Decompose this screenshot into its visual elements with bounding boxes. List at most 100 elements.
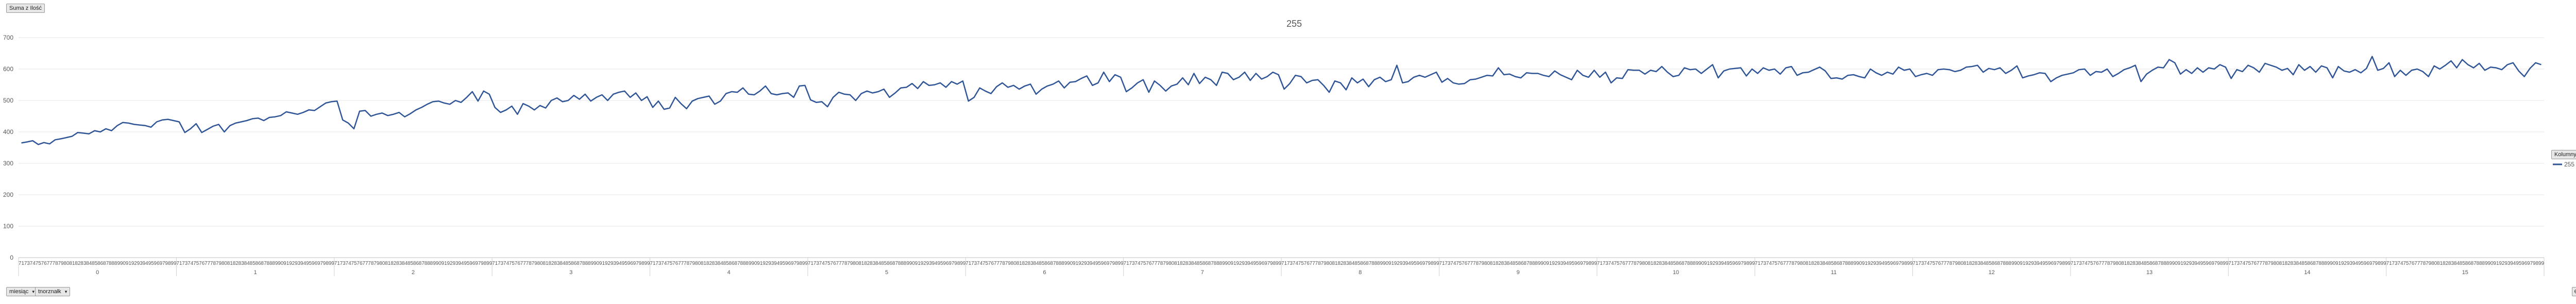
- x-tick-label: 98: [2533, 261, 2539, 266]
- x-tick-label: 83: [1028, 261, 1034, 266]
- x-tick-label: 89: [272, 261, 278, 266]
- x-tick-label: 78: [1631, 261, 1637, 266]
- x-tick-label: 74: [2240, 261, 2246, 266]
- x-group-label: 13: [2146, 269, 2153, 276]
- x-tick-label: 87: [1523, 261, 1530, 266]
- x-tick-label: 95: [2200, 261, 2206, 266]
- x-tick-label: 85: [1513, 261, 1519, 266]
- x-tick-label: 83: [2448, 261, 2454, 266]
- x-tick-label: 88: [1214, 261, 1220, 266]
- x-tick-label: 75: [1772, 261, 1778, 266]
- x-tick-label: 90: [1540, 261, 1547, 266]
- chevron-down-icon: ▾: [32, 289, 35, 294]
- x-tick-label: 76: [2251, 261, 2257, 266]
- x-tick-label: 78: [2420, 261, 2426, 266]
- x-tick-label: 77: [994, 261, 1000, 266]
- x-tick-label: 93: [2189, 261, 2195, 266]
- x-tick-label: 86: [2307, 261, 2313, 266]
- x-tick-label: 83: [1185, 261, 1192, 266]
- x-tick-label: 79: [374, 261, 380, 266]
- x-tick-label: 83: [712, 261, 718, 266]
- x-tick-label: 97: [475, 261, 481, 266]
- x-tick-label: 94: [300, 261, 307, 266]
- x-tick-label: 80: [1800, 261, 1806, 266]
- legend-filter-button[interactable]: Kolumny ▾: [2551, 150, 2576, 159]
- x-tick-label: 80: [379, 261, 385, 266]
- x-tick-label: 91: [442, 261, 448, 266]
- x-tick-label: 94: [932, 261, 938, 266]
- x-tick-label: 73: [1445, 261, 1451, 266]
- x-tick-label: 86: [1044, 261, 1050, 266]
- zoom-button[interactable]: ⊕: [2572, 287, 2576, 296]
- x-tick-label: 82: [706, 261, 713, 266]
- x-tick-label: 75: [982, 261, 989, 266]
- x-tick-label: 99: [2538, 261, 2545, 266]
- x-tick-label: 87: [261, 261, 267, 266]
- x-tick-label: 99: [1276, 261, 1282, 266]
- x-tick-label: 73: [182, 261, 188, 266]
- x-tick-label: 77: [1151, 261, 1158, 266]
- x-tick-label: 84: [1191, 261, 1197, 266]
- x-tick-label: 96: [1732, 261, 1738, 266]
- x-tick-label: 76: [515, 261, 521, 266]
- x-tick-label: 75: [351, 261, 357, 266]
- x-tick-label: 90: [594, 261, 600, 266]
- x-tick-label: 95: [1726, 261, 1733, 266]
- x-tick-label: 79: [2426, 261, 2432, 266]
- x-tick-label: 97: [159, 261, 165, 266]
- x-tick-label: 89: [2008, 261, 2014, 266]
- x-tick-label: 97: [791, 261, 797, 266]
- x-tick-label: 74: [2082, 261, 2088, 266]
- x-tick-label: 77: [1625, 261, 1631, 266]
- x-tick-label: 81: [1332, 261, 1338, 266]
- x-tick-label: 85: [881, 261, 887, 266]
- x-tick-label: 94: [1090, 261, 1096, 266]
- y-tick-label: 700: [3, 34, 13, 41]
- x-tick-label: 80: [222, 261, 228, 266]
- x-tick-label: 74: [1134, 261, 1141, 266]
- x-tick-label: 82: [1337, 261, 1344, 266]
- row-field-button-day[interactable]: tnorznałk ▾: [35, 287, 71, 296]
- x-tick-label: 76: [831, 261, 837, 266]
- x-tick-label: 78: [999, 261, 1006, 266]
- x-tick-label: 82: [1180, 261, 1186, 266]
- x-tick-label: 77: [1941, 261, 1947, 266]
- x-tick-label: 78: [1789, 261, 1795, 266]
- x-tick-label: 92: [1552, 261, 1558, 266]
- x-tick-label: 81: [1648, 261, 1654, 266]
- x-tick-label: 88: [582, 261, 588, 266]
- legend[interactable]: 255: [2553, 161, 2574, 168]
- x-tick-label: 97: [1107, 261, 1113, 266]
- x-tick-label: 89: [1219, 261, 1226, 266]
- x-tick-label: 75: [2403, 261, 2409, 266]
- x-tick-label: 89: [114, 261, 121, 266]
- x-tick-label: 85: [1039, 261, 1045, 266]
- x-tick-label: 84: [560, 261, 566, 266]
- x-tick-label: 85: [2301, 261, 2308, 266]
- x-tick-label: 89: [1693, 261, 1699, 266]
- series-255: [21, 56, 2541, 145]
- x-tick-label: 85: [1828, 261, 1834, 266]
- x-tick-label: 97: [2054, 261, 2060, 266]
- x-tick-label: 84: [1507, 261, 1513, 266]
- x-tick-label: 80: [1484, 261, 1490, 266]
- value-field-button[interactable]: Suma z Ilość: [6, 4, 45, 13]
- x-group-label: 0: [96, 269, 99, 276]
- x-tick-label: 85: [250, 261, 256, 266]
- x-tick-label: 79: [2110, 261, 2116, 266]
- x-tick-label: 81: [227, 261, 233, 266]
- x-tick-label: 93: [1242, 261, 1248, 266]
- x-tick-label: 87: [1366, 261, 1372, 266]
- x-tick-label: 85: [2144, 261, 2150, 266]
- x-tick-label: 92: [131, 261, 138, 266]
- x-tick-label: 79: [216, 261, 222, 266]
- x-tick-label: 92: [1236, 261, 1242, 266]
- x-tick-label: 89: [1061, 261, 1067, 266]
- x-tick-label: 78: [1946, 261, 1953, 266]
- x-tick-label: 96: [1574, 261, 1581, 266]
- x-tick-label: 87: [1839, 261, 1845, 266]
- x-tick-label: 94: [1721, 261, 1727, 266]
- x-tick-label: 89: [2482, 261, 2488, 266]
- x-tick-label: 98: [1586, 261, 1592, 266]
- x-tick-label: 93: [2347, 261, 2353, 266]
